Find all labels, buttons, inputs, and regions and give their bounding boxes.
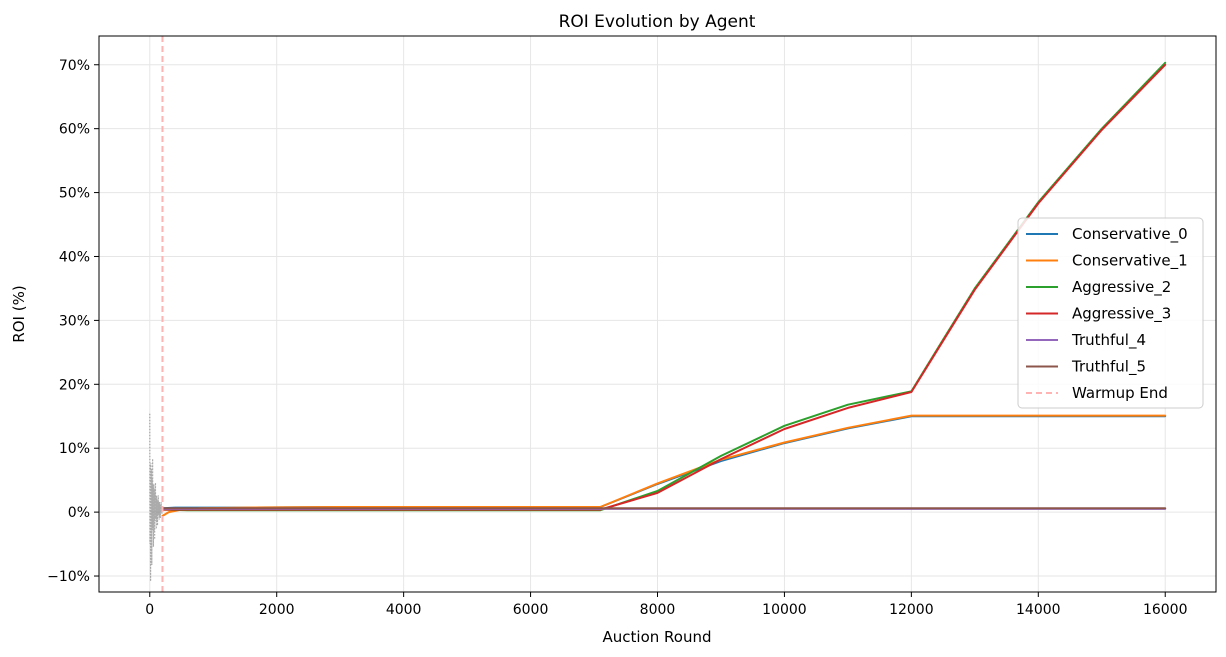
x-tick-label: 6000 — [513, 602, 549, 618]
x-tick-label: 10000 — [762, 602, 807, 618]
series-line-conservative-0 — [161, 415, 1167, 510]
legend-label: Conservative_0 — [1072, 225, 1188, 244]
warmup-noise-trace — [149, 413, 163, 582]
legend-label: Truthful_4 — [1071, 331, 1146, 350]
x-tick-label: 14000 — [1016, 602, 1061, 618]
legend-label: Conservative_1 — [1072, 252, 1188, 271]
y-tick-label: 60% — [59, 122, 90, 138]
y-tick-label: 70% — [59, 58, 90, 74]
legend-label: Truthful_5 — [1071, 358, 1146, 377]
y-tick-label: 30% — [59, 313, 90, 329]
y-tick-label: 50% — [59, 186, 90, 202]
y-axis-ticks: −10% 0% 10% 20% 30% 40% 50% 60% 70% — [47, 58, 99, 585]
x-tick-label: 4000 — [386, 602, 422, 618]
legend-label: Warmup End — [1072, 384, 1168, 402]
series-line-aggressive-2 — [161, 61, 1167, 512]
legend-label: Aggressive_2 — [1072, 278, 1171, 297]
x-axis-title: Auction Round — [603, 628, 712, 646]
x-tick-label: 8000 — [640, 602, 676, 618]
legend-box — [1017, 217, 1204, 409]
series-line-aggressive-3 — [161, 63, 1167, 511]
y-tick-label: 20% — [59, 377, 90, 393]
y-axis-title: ROI (%) — [10, 285, 28, 342]
x-tick-label: 2000 — [259, 602, 295, 618]
legend-label: Aggressive_3 — [1072, 305, 1171, 324]
warmup-noise-line — [149, 413, 163, 582]
y-tick-label: 0% — [68, 505, 90, 521]
legend: Conservative_0 Conservative_1 Aggressive_2… — [1017, 217, 1204, 409]
series-line-conservative-1 — [161, 414, 1167, 517]
y-tick-label: 40% — [59, 249, 90, 265]
chart-title: ROI Evolution by Agent — [559, 12, 756, 32]
x-tick-label: 12000 — [889, 602, 934, 618]
x-tick-label: 0 — [145, 602, 154, 618]
x-tick-label: 16000 — [1143, 602, 1188, 618]
series-lines — [161, 61, 1167, 517]
x-axis-ticks: 0 2000 4000 6000 8000 10000 12000 14000 16000 — [145, 592, 1188, 618]
y-tick-label: 10% — [59, 441, 90, 457]
y-tick-label: −10% — [47, 569, 90, 585]
